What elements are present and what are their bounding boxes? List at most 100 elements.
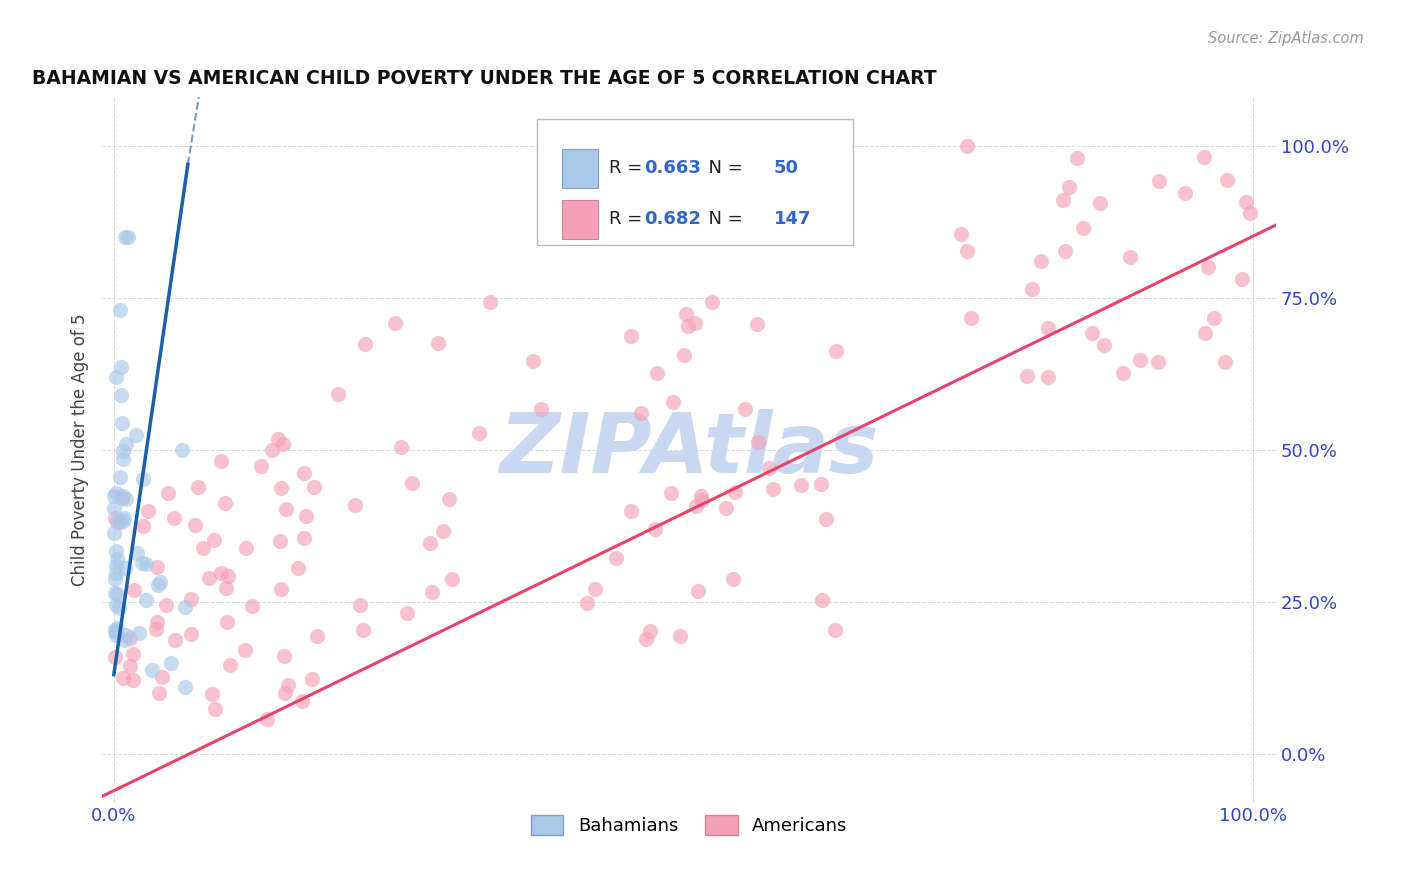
Text: N =: N = — [697, 160, 749, 178]
Point — [685, 316, 707, 330]
Point — [644, 522, 666, 536]
Legend: Bahamians, Americans: Bahamians, Americans — [523, 807, 855, 843]
Point — [343, 498, 366, 512]
Point — [111, 489, 134, 503]
Point — [747, 435, 769, 450]
Point — [191, 541, 214, 555]
Point — [690, 492, 713, 507]
Point — [529, 402, 551, 417]
Point — [187, 480, 209, 494]
Point — [401, 476, 423, 491]
Point — [110, 515, 132, 529]
Point — [1036, 321, 1059, 335]
Point — [146, 560, 169, 574]
Point — [174, 680, 197, 694]
Point — [955, 244, 977, 258]
Point — [209, 454, 232, 468]
Point — [155, 598, 177, 612]
Point — [150, 670, 173, 684]
Point — [249, 458, 271, 473]
Point — [1036, 369, 1059, 384]
Point — [104, 624, 127, 639]
Point — [114, 628, 136, 642]
Point — [180, 627, 202, 641]
Point — [112, 511, 135, 525]
Point — [104, 558, 127, 573]
Point — [271, 437, 294, 451]
Point — [214, 496, 236, 510]
Point — [478, 295, 501, 310]
Point — [122, 647, 145, 661]
Point — [240, 599, 263, 614]
Point — [233, 643, 256, 657]
Point — [104, 649, 127, 664]
Point — [292, 467, 315, 481]
Point — [114, 560, 136, 574]
Point — [163, 632, 186, 647]
Point — [136, 503, 159, 517]
Point — [103, 490, 125, 504]
Point — [815, 512, 838, 526]
Point — [235, 541, 257, 555]
Point — [204, 702, 226, 716]
Point — [260, 442, 283, 457]
Point — [353, 623, 375, 637]
Text: 0.682: 0.682 — [644, 211, 702, 228]
Point — [522, 354, 544, 368]
Point — [135, 557, 157, 571]
Point — [1213, 355, 1236, 369]
Point — [1239, 206, 1261, 220]
Point — [180, 592, 202, 607]
Point — [301, 672, 323, 686]
Point — [1234, 195, 1257, 210]
Point — [105, 566, 128, 581]
Bar — [562, 200, 598, 238]
Point — [270, 482, 292, 496]
Point — [395, 607, 418, 621]
Point — [758, 460, 780, 475]
Point — [302, 480, 325, 494]
Point — [662, 395, 685, 409]
Point — [1230, 271, 1253, 285]
Point — [1194, 150, 1216, 164]
Point — [422, 584, 444, 599]
Point — [389, 440, 412, 454]
Point — [1073, 220, 1095, 235]
Point — [1129, 352, 1152, 367]
Point — [218, 657, 240, 672]
Point — [620, 504, 643, 518]
Point — [110, 387, 132, 401]
Point — [132, 472, 155, 486]
Point — [105, 621, 128, 635]
Point — [149, 575, 172, 590]
Point — [1029, 253, 1052, 268]
Point — [292, 531, 315, 545]
Point — [217, 615, 239, 629]
Point — [432, 524, 454, 538]
Point — [114, 633, 136, 648]
Point — [672, 348, 695, 362]
Point — [1147, 174, 1170, 188]
Point — [747, 317, 769, 331]
Point — [437, 491, 460, 506]
Point — [575, 596, 598, 610]
Point — [125, 428, 148, 442]
Point — [702, 294, 724, 309]
Point — [295, 509, 318, 524]
Point — [105, 486, 128, 500]
Point — [146, 615, 169, 629]
Point — [105, 552, 128, 566]
Point — [956, 139, 979, 153]
Point — [112, 514, 135, 528]
Point — [104, 572, 127, 586]
Point — [156, 486, 179, 500]
Point — [211, 566, 233, 580]
Point — [114, 436, 136, 450]
Point — [634, 632, 657, 647]
Point — [605, 550, 627, 565]
Point — [105, 628, 128, 642]
Point — [1216, 173, 1239, 187]
Point — [290, 694, 312, 708]
Point — [762, 482, 785, 496]
Point — [111, 443, 134, 458]
